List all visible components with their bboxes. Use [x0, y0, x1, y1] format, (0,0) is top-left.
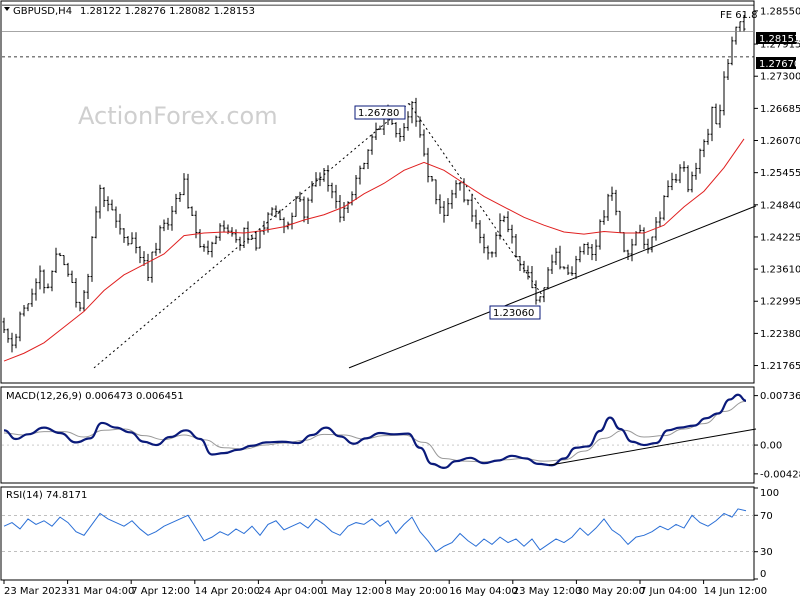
macd-panel-frame: [0, 386, 755, 484]
x-tick-label: 7 Apr 12:00: [131, 586, 190, 597]
level-price-text: 1.27670: [759, 59, 800, 70]
support-trendline: [348, 205, 757, 369]
current-price-tag: [756, 32, 796, 44]
x-tick-label: 16 May 04:00: [449, 586, 518, 597]
x-tick-label: 1 May 12:00: [322, 586, 384, 597]
macd-trendline: [548, 428, 757, 466]
x-tick-label: 23 Mar 2023: [4, 586, 67, 597]
price-tick-label: 1.27300: [760, 72, 800, 83]
x-tick-label: 8 May 20:00: [386, 586, 448, 597]
macd-title: MACD(12,26,9) 0.006473 0.006451: [6, 391, 184, 402]
x-tick-label: 24 Apr 04:00: [258, 586, 323, 597]
moving-average-line: [3, 138, 745, 362]
macd-series-group: [2, 393, 757, 470]
low-label: 1.23060: [493, 308, 534, 319]
rsi-tick-label: 30: [760, 547, 773, 558]
x-tick-label: 23 May 12:00: [513, 586, 582, 597]
price-tick-label: 1.28550: [760, 6, 800, 17]
low-label-box: [489, 305, 541, 320]
price-tick-label: 1.27915: [760, 40, 800, 51]
price-tick-label: 1.22380: [760, 329, 800, 340]
current-price-text: 1.28153: [759, 34, 800, 45]
rsi-series-group: [2, 508, 754, 553]
macd-line: [3, 393, 747, 470]
price-tick-label: 1.26070: [760, 136, 800, 147]
rsi-tick-label: 0: [760, 569, 766, 580]
price-series-group: [2, 15, 746, 353]
macd-tick-label: 0.00: [760, 441, 782, 452]
price-tick-label: 1.24225: [760, 232, 800, 243]
x-tick-label: 30 May 20:00: [576, 586, 645, 597]
level-price-tag: [756, 57, 796, 69]
fib-projection-line: [93, 103, 410, 369]
price-tick-label: 1.24840: [760, 200, 800, 211]
rsi-tick-label: 100: [760, 488, 779, 499]
price-tick-label: 1.21765: [760, 361, 800, 372]
price-overlay-group: [2, 4, 757, 369]
price-tick-label: 1.22995: [760, 297, 800, 308]
axis-labels-group: 1.28550 1.27915 1.27300 1.26685 1.26070 1.254…: [3, 6, 800, 597]
price-tick-label: 1.26685: [760, 104, 800, 115]
rsi-line: [3, 508, 747, 553]
x-tick-label: 14 Jun 12:00: [704, 586, 768, 597]
rsi-tick-label: 70: [760, 511, 773, 522]
price-panel-frame: [0, 0, 755, 384]
high-label: 1.26780: [358, 108, 399, 119]
watermark: ActionForex.com: [78, 102, 278, 130]
rsi-panel-frame: [0, 486, 755, 581]
macd-tick-label: 0.007366: [760, 391, 800, 402]
rsi-title: RSI(14) 74.8171: [6, 490, 87, 501]
fe-label: FE 61.8: [720, 10, 758, 21]
x-tick-label: 31 Mar 04:00: [68, 586, 135, 597]
price-tick-label: 1.25455: [760, 168, 800, 179]
symbol-label: GBPUSD,H4: [13, 6, 72, 17]
high-label-box: [354, 105, 406, 120]
x-tick-label: 7 Jun 04:00: [640, 586, 697, 597]
x-tick-label: 14 Apr 20:00: [195, 586, 260, 597]
macd-tick-label: -0.004286: [760, 469, 800, 480]
ohlc-values: 1.28122 1.28276 1.28082 1.28153: [80, 6, 255, 17]
price-tick-label: 1.23610: [760, 265, 800, 276]
symbol-dropdown-icon[interactable]: [4, 7, 10, 11]
